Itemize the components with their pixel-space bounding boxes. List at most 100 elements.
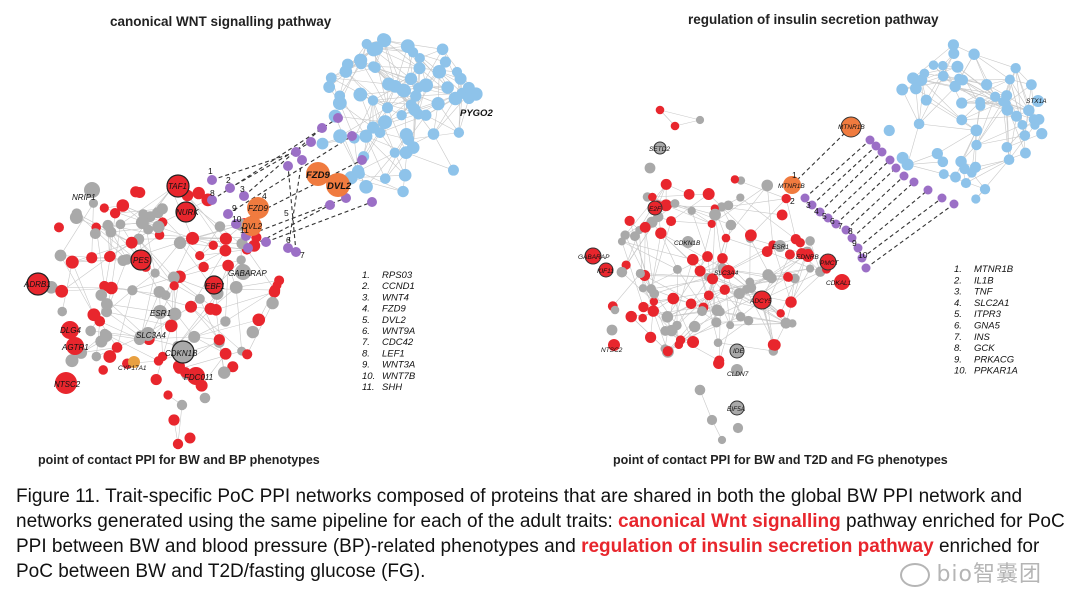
network-edge bbox=[644, 227, 646, 276]
link-number: 10 bbox=[232, 214, 242, 224]
network-edge bbox=[973, 54, 1011, 80]
label-dlg4: DLG4 bbox=[60, 326, 81, 335]
network-node bbox=[990, 91, 1001, 102]
legend-gene: ITPR3 bbox=[974, 309, 1002, 320]
network-node bbox=[781, 193, 791, 204]
poc-node bbox=[815, 207, 825, 217]
network-node bbox=[252, 313, 266, 327]
network-edge bbox=[907, 123, 920, 165]
node-e2f bbox=[647, 200, 663, 216]
network-edge bbox=[425, 114, 460, 133]
network-node bbox=[407, 47, 419, 58]
network-edge bbox=[331, 77, 389, 85]
legend-number: 9. bbox=[954, 354, 962, 365]
network-edge bbox=[76, 213, 128, 260]
network-node bbox=[907, 72, 919, 85]
network-node bbox=[413, 62, 426, 75]
network-node bbox=[88, 198, 99, 208]
network-edge bbox=[699, 389, 713, 421]
network-node bbox=[949, 80, 961, 93]
poc-link bbox=[811, 145, 877, 206]
network-edge bbox=[624, 184, 667, 236]
network-node bbox=[660, 326, 671, 336]
label-fzd9-left: FZD9 bbox=[248, 204, 269, 213]
network-node bbox=[644, 331, 657, 343]
network-node bbox=[413, 82, 424, 94]
network-node bbox=[687, 206, 696, 216]
legend-gene: WNT7B bbox=[382, 371, 416, 382]
network-node bbox=[956, 114, 968, 126]
node-fdc011 bbox=[187, 367, 205, 385]
network-edge bbox=[767, 268, 811, 276]
network-node bbox=[950, 171, 961, 183]
poc-node bbox=[899, 171, 909, 181]
poc-node bbox=[297, 155, 307, 165]
network-edge bbox=[190, 306, 242, 352]
node-cldn7 bbox=[731, 364, 743, 376]
label-stx1a: STX1A bbox=[1026, 98, 1047, 105]
legend-gene: LEF1 bbox=[382, 348, 405, 359]
left-network-nodes bbox=[44, 33, 483, 450]
network-edge bbox=[71, 262, 95, 315]
network-node bbox=[661, 311, 674, 323]
network-node bbox=[638, 313, 647, 323]
network-edge bbox=[345, 71, 388, 109]
network-node bbox=[761, 179, 774, 192]
label-esr1-r: ESR1 bbox=[772, 244, 789, 251]
node-dvl2-right bbox=[326, 173, 350, 197]
legend-gene: PRKACG bbox=[974, 354, 1014, 365]
network-node bbox=[95, 335, 108, 348]
network-edge bbox=[111, 224, 121, 289]
network-node bbox=[220, 316, 231, 327]
network-node bbox=[606, 324, 618, 336]
legend-gene: WNT9A bbox=[382, 326, 415, 337]
network-edge bbox=[621, 241, 644, 308]
legend-number: 6. bbox=[954, 321, 962, 332]
network-node bbox=[981, 79, 993, 91]
network-node bbox=[928, 60, 939, 70]
network-node bbox=[975, 100, 986, 111]
network-node bbox=[89, 228, 101, 240]
network-edge bbox=[654, 276, 708, 294]
right-network-nodes bbox=[606, 39, 1048, 445]
network-node bbox=[65, 354, 79, 368]
network-node bbox=[1001, 99, 1011, 109]
network-node bbox=[694, 384, 706, 396]
legend-number: 8. bbox=[362, 348, 370, 359]
network-edge bbox=[901, 89, 920, 124]
poc-node bbox=[261, 237, 271, 247]
network-edge bbox=[225, 265, 229, 322]
network-node bbox=[721, 233, 731, 243]
network-node bbox=[702, 188, 715, 201]
network-node bbox=[616, 266, 628, 278]
network-edge bbox=[194, 319, 259, 338]
poc-node bbox=[325, 200, 335, 210]
network-node bbox=[1036, 128, 1048, 140]
network-edge bbox=[647, 196, 716, 215]
network-node bbox=[219, 347, 232, 360]
network-node bbox=[971, 194, 981, 204]
network-node bbox=[242, 349, 253, 360]
network-node bbox=[130, 186, 142, 198]
network-node bbox=[125, 236, 138, 249]
network-edge bbox=[976, 124, 1023, 146]
network-edge bbox=[339, 107, 388, 137]
node-cyp17a1 bbox=[128, 356, 140, 368]
network-node bbox=[687, 335, 700, 348]
link-number: 5 bbox=[822, 211, 827, 221]
network-edge bbox=[360, 60, 388, 108]
label-pmct: PMCT bbox=[820, 260, 839, 267]
network-node bbox=[369, 61, 381, 73]
network-node bbox=[780, 317, 792, 329]
network-edge bbox=[671, 220, 712, 225]
network-node bbox=[646, 284, 656, 294]
network-edge bbox=[746, 289, 776, 346]
network-node bbox=[883, 124, 895, 137]
network-edge bbox=[372, 100, 412, 106]
network-edge bbox=[976, 96, 996, 146]
network-node bbox=[717, 435, 727, 445]
network-node bbox=[339, 65, 353, 78]
network-node bbox=[639, 221, 651, 233]
label-ebf1: EBF1 bbox=[205, 282, 225, 291]
network-edge bbox=[707, 276, 731, 326]
